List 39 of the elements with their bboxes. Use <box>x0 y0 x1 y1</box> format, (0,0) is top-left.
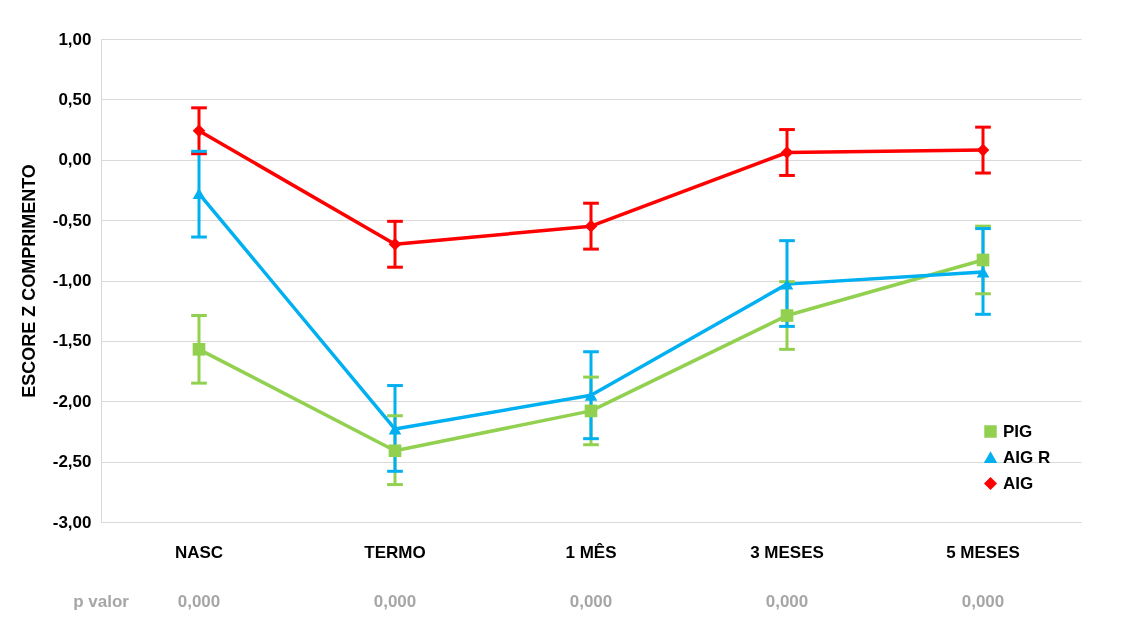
point <box>780 278 794 290</box>
legend-label: PIG <box>1003 421 1033 441</box>
point <box>976 253 990 267</box>
point <box>192 124 206 138</box>
text: 0,000 <box>177 592 221 611</box>
x-tick-label: 1 MÊS <box>565 542 617 562</box>
point <box>192 343 206 356</box>
legend-label: AIG <box>1003 473 1034 493</box>
y-tick-label: 0,50 <box>58 89 92 109</box>
point <box>388 444 402 458</box>
point <box>584 389 598 401</box>
point <box>780 309 794 322</box>
text: 0,000 <box>961 592 1005 611</box>
point <box>388 423 402 435</box>
text: 0,000 <box>765 592 809 611</box>
point <box>584 404 598 418</box>
point <box>584 219 598 233</box>
y-axis-title: ESCORE Z COMPRIMENTO <box>18 164 39 398</box>
y-tick-label: -1,00 <box>52 271 92 290</box>
point <box>388 237 402 251</box>
x-tick-label: 3 MESES <box>750 542 824 562</box>
x-tick-label: NASC <box>174 542 224 562</box>
text: 0,000 <box>373 592 417 611</box>
text: p valor <box>73 592 130 611</box>
x-tick-label: TERMO <box>364 542 426 562</box>
point <box>780 146 794 159</box>
text: 0,000 <box>569 592 613 611</box>
y-tick-label: -0,50 <box>52 210 92 230</box>
y-tick-label: -3,00 <box>52 512 92 532</box>
point <box>976 143 990 157</box>
y-tick-label: -1,50 <box>52 331 92 351</box>
y-tick-label: 0,00 <box>58 150 92 170</box>
point <box>192 188 206 200</box>
y-tick-label: -2,50 <box>52 452 92 472</box>
legend-label: AIG R <box>1003 447 1051 467</box>
y-tick-label: -2,00 <box>52 391 92 411</box>
point <box>976 266 990 278</box>
x-tick-label: 5 MESES <box>946 542 1020 562</box>
y-tick-label: 1,00 <box>58 29 92 49</box>
